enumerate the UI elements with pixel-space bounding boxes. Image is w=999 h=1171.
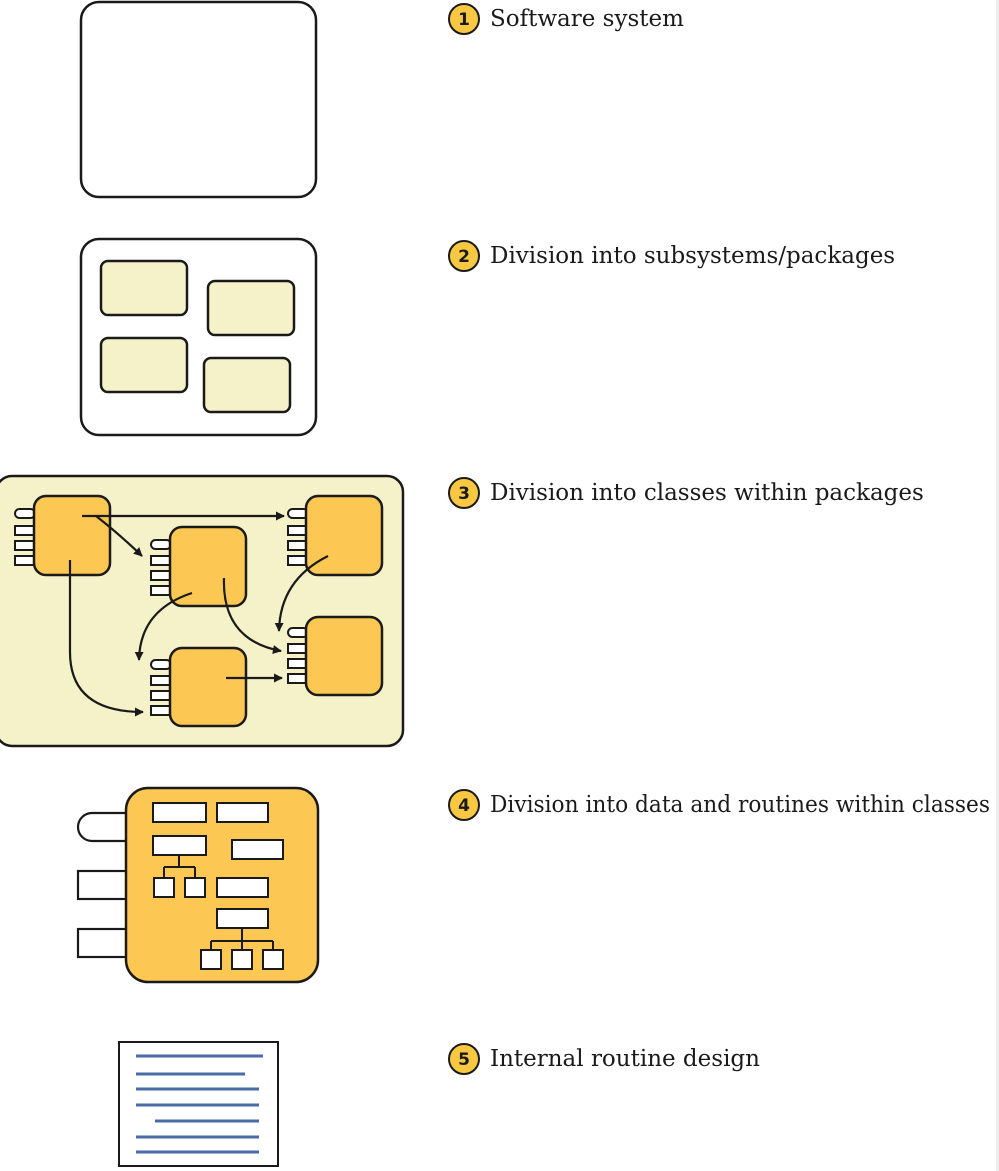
- right-edge-strip: [996, 0, 999, 1171]
- level-label-5: 5 Internal routine design: [448, 1043, 760, 1075]
- package-box: [202, 356, 292, 414]
- class-connector-arrow: [95, 515, 143, 557]
- level-1-software-system: [79, 0, 318, 199]
- badge-number: 3: [458, 484, 470, 504]
- package-box: [99, 336, 189, 394]
- level-label: Internal routine design: [490, 1046, 760, 1072]
- data-item: [216, 877, 269, 898]
- class-box: [287, 615, 384, 697]
- class-connector-arrow: [222, 577, 282, 654]
- package-box: [206, 279, 296, 337]
- sub-routine-item: [153, 877, 175, 898]
- package-box: [99, 259, 189, 317]
- routine-item: [152, 835, 207, 856]
- class-box: [150, 646, 248, 728]
- level-4-data-routines: [76, 786, 320, 984]
- routine-tree-connector: [210, 928, 274, 950]
- level-label: Division into subsystems/packages: [490, 243, 895, 269]
- level-5-routine-design: [118, 1041, 279, 1167]
- level-label: Division into data and routines within c…: [490, 792, 990, 818]
- level-label-4: 4 Division into data and routines within…: [448, 789, 990, 821]
- class-box: [287, 494, 384, 577]
- badge-number: 5: [458, 1050, 470, 1070]
- class-box: [150, 525, 248, 608]
- number-badge: [448, 477, 480, 509]
- class-connector-arrow: [274, 555, 329, 632]
- badge-number: 1: [458, 10, 470, 30]
- number-badge: [448, 1043, 480, 1075]
- class-connector-arrow: [134, 591, 193, 661]
- sub-routine-item: [262, 949, 284, 970]
- number-badge: [448, 3, 480, 35]
- sub-routine-item: [231, 949, 253, 970]
- data-item: [152, 802, 207, 823]
- data-item: [231, 839, 284, 860]
- level-label-2: 2 Division into subsystems/packages: [448, 240, 895, 272]
- routine-tree-connector: [163, 855, 196, 878]
- badge-number: 4: [458, 796, 470, 816]
- sub-routine-item: [200, 949, 222, 970]
- class-connector-arrow: [68, 560, 144, 717]
- level-label-1: 1 Software system: [448, 3, 684, 35]
- software-system-box: [79, 0, 318, 199]
- level-label-3: 3 Division into classes within packages: [448, 477, 924, 509]
- badge-number: 2: [458, 247, 470, 267]
- number-badge: [448, 789, 480, 821]
- data-item: [216, 802, 269, 823]
- level-2-subsystems: [79, 237, 318, 437]
- level-label: Software system: [490, 6, 684, 32]
- sub-routine-item: [184, 877, 206, 898]
- level-label: Division into classes within packages: [490, 480, 924, 506]
- number-badge: [448, 240, 480, 272]
- routine-item: [216, 908, 269, 929]
- level-3-classes: [0, 474, 405, 748]
